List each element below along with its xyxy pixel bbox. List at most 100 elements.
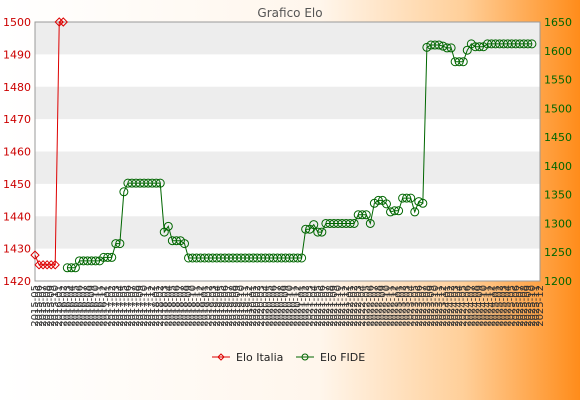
x-tick-label: 2015-05	[30, 285, 41, 327]
data-point	[474, 42, 484, 52]
x-axis-ticks: 2015-052015-062015-072015-082015-092015-…	[30, 285, 546, 327]
x-tick-label: 2024-11	[482, 285, 493, 327]
legend-label-elo-fide: Elo FIDE	[320, 351, 365, 364]
data-point	[34, 260, 44, 270]
data-point	[50, 260, 60, 270]
data-point	[91, 256, 101, 266]
left-tick-label: 1440	[3, 210, 31, 223]
right-tick-label: 1200	[544, 275, 572, 288]
x-tick-label: 2019-12	[244, 285, 255, 327]
data-point	[414, 197, 424, 207]
x-tick-label: 2025-07	[515, 285, 526, 327]
x-tick-label: 2020-06	[268, 285, 279, 327]
x-tick-label: 2018-11	[192, 285, 203, 327]
x-tick-label: 2023-01	[394, 285, 405, 327]
x-tick-label: 2025-04	[503, 285, 514, 327]
x-tick-label: 2024-07	[466, 285, 477, 327]
grid-bands	[35, 22, 540, 249]
data-point	[107, 252, 117, 262]
x-tick-label: 2018-04	[163, 285, 174, 327]
x-tick-label: 2025-08	[519, 285, 530, 327]
x-tick-label: 2024-02	[446, 285, 457, 327]
x-tick-label: 2017-12	[147, 285, 158, 327]
data-point	[119, 187, 129, 197]
x-tick-label: 2023-05	[410, 285, 421, 327]
x-tick-label: 2020-08	[276, 285, 287, 327]
x-tick-label: 2022-07	[369, 285, 380, 327]
x-tick-label: 2025-11	[531, 285, 542, 327]
x-tick-label: 2021-08	[325, 285, 336, 327]
x-tick-label: 2018-02	[155, 285, 166, 327]
left-axis-ticks: 1420 1430 1440 1450 1460 1470 1480 1490 1500	[3, 16, 31, 288]
x-tick-label: 2023-07	[418, 285, 429, 327]
x-tick-label: 2018-06	[171, 285, 182, 327]
data-point	[390, 206, 400, 216]
data-point	[523, 39, 533, 49]
data-point	[406, 193, 416, 203]
x-tick-label: 2021-11	[337, 285, 348, 327]
x-tick-label: 2024-09	[474, 285, 485, 327]
data-point	[462, 45, 472, 55]
x-tick-label: 2017-09	[135, 285, 146, 327]
data-point	[103, 252, 113, 262]
x-tick-label: 2023-03	[402, 285, 413, 327]
x-tick-label: 2020-12	[293, 285, 304, 327]
x-tick-label: 2021-01	[297, 285, 308, 327]
x-tick-label: 2019-03	[208, 285, 219, 327]
data-point	[317, 227, 327, 237]
legend-marker-elo-fide	[301, 353, 309, 361]
right-tick-label: 1450	[544, 131, 572, 144]
x-tick-label: 2016-08	[83, 285, 94, 327]
data-point	[442, 43, 452, 53]
left-tick-label: 1480	[3, 81, 31, 94]
x-tick-label: 2018-07	[175, 285, 186, 327]
x-tick-label: 2015-09	[46, 285, 57, 327]
x-tick-label: 2019-06	[220, 285, 231, 327]
data-point	[66, 263, 76, 273]
x-tick-label: 2021-12	[341, 285, 352, 327]
grid-band	[35, 151, 540, 184]
x-tick-label: 2025-03	[499, 285, 510, 327]
x-tick-label: 2017-05	[119, 285, 130, 327]
x-tick-label: 2019-09	[232, 285, 243, 327]
data-point	[373, 195, 383, 205]
x-tick-label: 2021-03	[305, 285, 316, 327]
data-point	[54, 17, 64, 27]
series-elo-fide	[62, 39, 537, 273]
x-tick-label: 2020-09	[280, 285, 291, 327]
data-point	[345, 218, 355, 228]
right-tick-label: 1550	[544, 74, 572, 87]
x-tick-label: 2025-06	[511, 285, 522, 327]
data-point	[301, 224, 311, 234]
x-tick-label: 2016-03	[62, 285, 73, 327]
x-tick-label: 2016-12	[99, 285, 110, 327]
right-tick-label: 1600	[544, 45, 572, 58]
data-point	[171, 236, 181, 246]
x-tick-label: 2020-02	[252, 285, 263, 327]
data-point	[155, 178, 165, 188]
data-point	[434, 40, 444, 50]
data-point	[454, 57, 464, 67]
series-elo-italia	[30, 17, 68, 270]
x-tick-label: 2021-04	[309, 285, 320, 327]
left-tick-label: 1450	[3, 178, 31, 191]
x-tick-label: 2025-12	[535, 285, 546, 327]
data-point	[313, 227, 323, 237]
right-tick-label: 1350	[544, 189, 572, 202]
plot-border	[34, 21, 541, 282]
x-tick-label: 2025-09	[523, 285, 534, 327]
data-point	[42, 260, 52, 270]
x-tick-label: 2018-09	[184, 285, 195, 327]
x-tick-label: 2021-06	[317, 285, 328, 327]
x-tick-label: 2022-02	[349, 285, 360, 327]
x-tick-label: 2023-11	[434, 285, 445, 327]
data-point	[458, 57, 468, 67]
data-point	[46, 260, 56, 270]
x-tick-label: 2017-01	[103, 285, 114, 327]
x-tick-label: 2016-07	[78, 285, 89, 327]
x-tick-label: 2017-10	[139, 285, 150, 327]
legend-label-elo-italia: Elo Italia	[236, 351, 283, 364]
data-point	[418, 198, 428, 208]
x-tick-label: 2018-03	[159, 285, 170, 327]
